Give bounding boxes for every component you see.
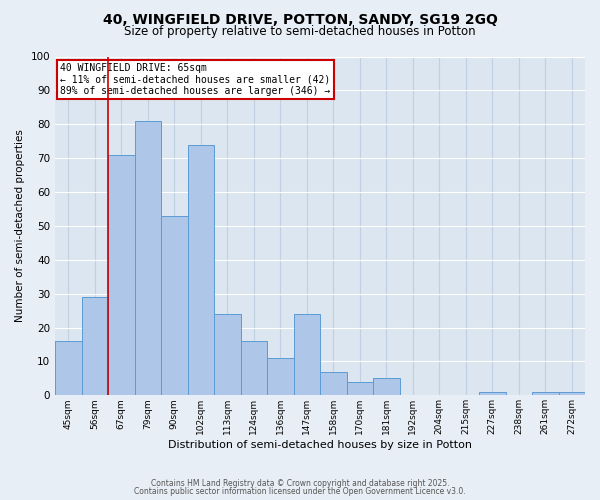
Bar [559, 392, 585, 396]
Bar [267, 358, 293, 396]
Bar [161, 216, 188, 396]
Text: 40, WINGFIELD DRIVE, POTTON, SANDY, SG19 2GQ: 40, WINGFIELD DRIVE, POTTON, SANDY, SG19… [103, 12, 497, 26]
Bar [241, 341, 267, 396]
Bar [55, 341, 82, 396]
Bar [373, 378, 400, 396]
Bar [347, 382, 373, 396]
Text: Size of property relative to semi-detached houses in Potton: Size of property relative to semi-detach… [124, 25, 476, 38]
Y-axis label: Number of semi-detached properties: Number of semi-detached properties [15, 130, 25, 322]
Bar [479, 392, 506, 396]
Bar [293, 314, 320, 396]
Bar [214, 314, 241, 396]
Bar [532, 392, 559, 396]
X-axis label: Distribution of semi-detached houses by size in Potton: Distribution of semi-detached houses by … [168, 440, 472, 450]
Bar [188, 144, 214, 396]
Bar [320, 372, 347, 396]
Text: Contains public sector information licensed under the Open Government Licence v3: Contains public sector information licen… [134, 487, 466, 496]
Bar [108, 154, 134, 396]
Bar [134, 121, 161, 396]
Bar [82, 297, 108, 396]
Text: 40 WINGFIELD DRIVE: 65sqm
← 11% of semi-detached houses are smaller (42)
89% of : 40 WINGFIELD DRIVE: 65sqm ← 11% of semi-… [61, 64, 331, 96]
Text: Contains HM Land Registry data © Crown copyright and database right 2025.: Contains HM Land Registry data © Crown c… [151, 478, 449, 488]
